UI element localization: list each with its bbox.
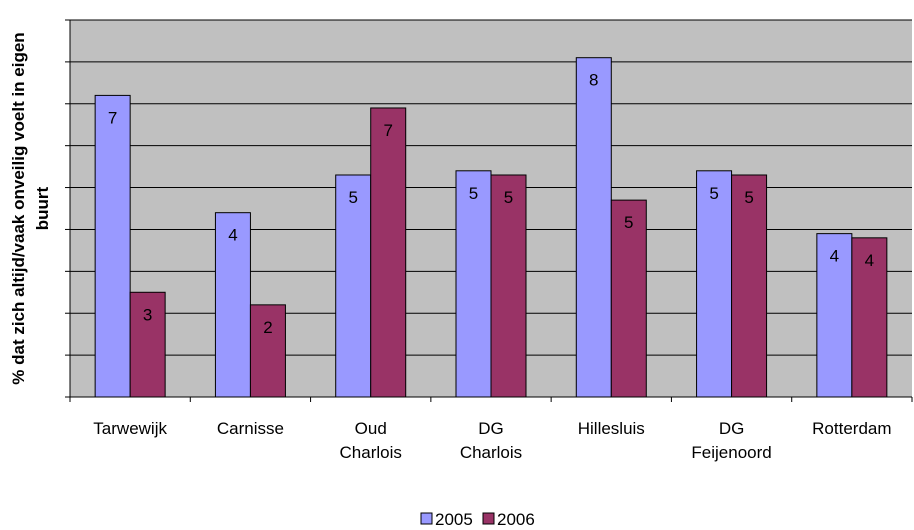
value-label: 2 xyxy=(263,318,272,337)
value-label: 5 xyxy=(504,188,513,207)
bar xyxy=(335,174,372,398)
value-label: 4 xyxy=(830,247,839,266)
value-label: 8 xyxy=(589,71,598,90)
bar xyxy=(696,170,733,398)
bar xyxy=(610,199,647,398)
bar xyxy=(455,170,492,398)
x-tick-label: Oud Charlois xyxy=(340,419,402,462)
x-tick-label: DG Charlois xyxy=(460,419,522,462)
x-tick-label: Carnisse xyxy=(217,419,284,438)
bar xyxy=(816,233,853,398)
value-label: 5 xyxy=(348,188,357,207)
bar xyxy=(731,174,768,398)
legend-swatch xyxy=(482,512,495,525)
legend-label: 2005 xyxy=(435,510,473,529)
bar xyxy=(490,174,527,398)
legend-swatch xyxy=(420,512,433,525)
bar xyxy=(851,237,888,398)
value-label: 5 xyxy=(624,213,633,232)
value-label: 5 xyxy=(469,184,478,203)
bar xyxy=(370,107,407,398)
x-tick-label: Rotterdam xyxy=(812,419,891,438)
bar xyxy=(249,304,286,398)
value-label: 7 xyxy=(108,108,117,127)
bar xyxy=(575,57,612,398)
value-label: 4 xyxy=(228,226,237,245)
x-tick-label: Tarwewijk xyxy=(93,419,167,438)
bar xyxy=(94,94,131,398)
value-label: 5 xyxy=(709,184,718,203)
value-label: 4 xyxy=(865,251,874,270)
bar xyxy=(129,291,166,398)
value-label: 3 xyxy=(143,305,152,324)
legend-label: 2006 xyxy=(497,510,535,529)
x-tick-label: Hillesluis xyxy=(578,419,645,438)
x-tick-label: DG Feijenoord xyxy=(691,419,771,462)
value-label: 7 xyxy=(383,121,392,140)
value-label: 5 xyxy=(744,188,753,207)
y-axis-label: % dat zich altijd/vaak onveilig voelt in… xyxy=(9,32,52,384)
